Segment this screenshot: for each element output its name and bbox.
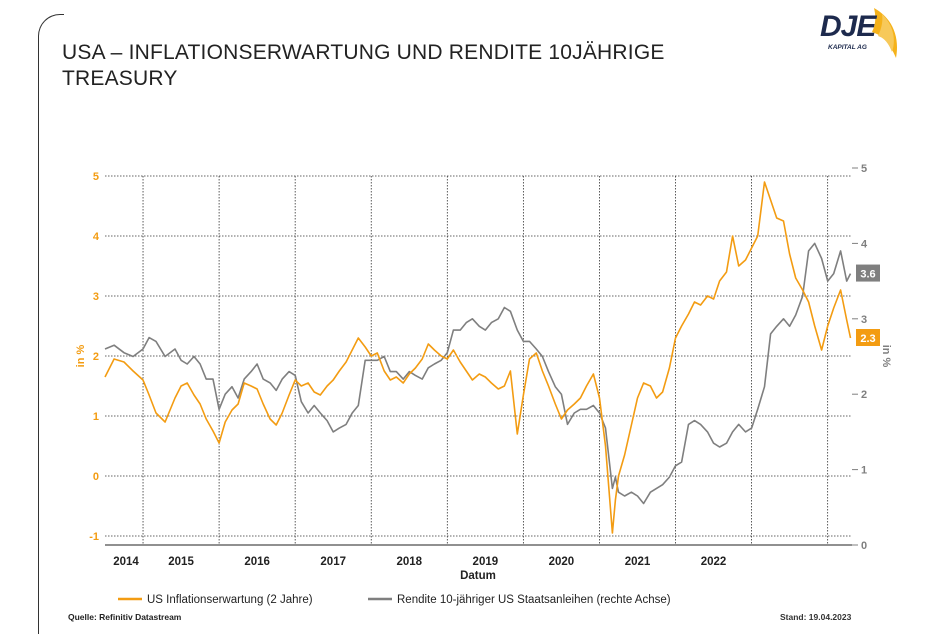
end-label-inflation: 2.3 <box>860 333 875 345</box>
y-tick-left: 4 <box>93 231 100 243</box>
logo-wordmark: DJE <box>820 10 876 43</box>
end-label-yield-box <box>856 264 880 282</box>
legend-label-inflation: US Inflationserwartung (2 Jahre) <box>147 594 313 606</box>
page-title: USA – INFLATIONSERWARTUNG UND RENDITE 10… <box>62 41 665 90</box>
x-tick-label: 2017 <box>320 556 346 568</box>
end-label-yield: 3.6 <box>860 269 875 281</box>
x-tick-label: 2022 <box>701 556 727 568</box>
y-axis-right: 0 1 2 3 4 5 <box>852 163 868 552</box>
x-tick-label: 2018 <box>396 556 422 568</box>
y-tick-right: 4 <box>861 238 868 250</box>
y-tick-right: 0 <box>861 540 867 552</box>
chart-lines <box>104 181 852 534</box>
y-tick-left: 2 <box>93 351 99 363</box>
logo-subtext: KAPITAL AG <box>828 44 867 51</box>
y-axis-left-label: in % <box>75 344 87 367</box>
y-tick-right: 2 <box>861 389 867 401</box>
y-tick-left: 0 <box>93 471 99 483</box>
end-labels: 3.6 2.3 <box>856 264 880 346</box>
x-tick-label: 2016 <box>244 556 270 568</box>
y-tick-left: 3 <box>93 291 99 303</box>
x-axis-label: Datum <box>460 570 496 582</box>
series-line-inflation <box>104 181 852 534</box>
y-tick-left: -1 <box>89 531 99 543</box>
company-logo: DJE KAPITAL AG <box>812 6 904 60</box>
x-tick-label: 2020 <box>549 556 575 568</box>
chart-grid <box>105 175 852 545</box>
x-tick-label: 2014 <box>113 556 139 568</box>
y-tick-left: 5 <box>93 171 99 183</box>
y-tick-right: 3 <box>861 314 867 326</box>
source-note: Quelle: Refinitiv Datastream <box>68 612 182 622</box>
x-axis: 2014 2015 2016 2017 2018 2019 2020 2021 2022 <box>113 556 726 568</box>
y-axis-left: -1 0 1 2 3 4 5 <box>89 171 100 543</box>
logo-sail-icon <box>872 8 898 58</box>
end-label-inflation-box <box>856 329 880 346</box>
y-tick-right: 5 <box>861 163 867 175</box>
x-tick-label: 2019 <box>473 556 499 568</box>
x-tick-label: 2021 <box>625 556 651 568</box>
y-tick-right: 1 <box>861 465 867 477</box>
date-note: Stand: 19.04.2023 <box>780 612 852 622</box>
y-tick-left: 1 <box>93 411 99 423</box>
x-tick-label: 2015 <box>168 556 194 568</box>
legend: US Inflationserwartung (2 Jahre) Rendite… <box>118 594 671 606</box>
y-axis-right-label: in % <box>880 345 892 368</box>
series-line-yield <box>104 242 852 505</box>
legend-label-yield: Rendite 10-jähriger US Staatsanleihen (r… <box>397 594 671 606</box>
